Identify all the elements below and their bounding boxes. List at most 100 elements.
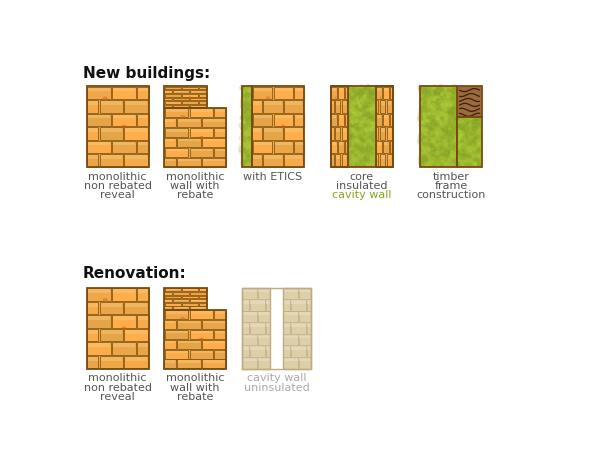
Bar	[124, 154, 148, 167]
Circle shape	[366, 151, 372, 157]
Circle shape	[442, 129, 449, 136]
Bar	[283, 288, 311, 369]
Circle shape	[361, 138, 366, 143]
Circle shape	[454, 134, 460, 141]
Bar	[190, 306, 206, 309]
Bar	[164, 299, 172, 302]
Ellipse shape	[335, 96, 337, 100]
Bar	[165, 330, 188, 339]
Bar	[214, 148, 226, 157]
Bar	[284, 127, 303, 140]
Bar	[284, 100, 303, 113]
Circle shape	[346, 142, 352, 148]
Bar	[331, 141, 337, 153]
Bar	[331, 127, 334, 140]
Circle shape	[434, 157, 440, 164]
Bar	[164, 299, 172, 302]
Bar	[299, 312, 311, 323]
Bar	[199, 288, 207, 291]
Circle shape	[431, 131, 436, 135]
Circle shape	[457, 143, 461, 148]
Bar	[383, 141, 389, 153]
Circle shape	[439, 140, 443, 143]
Circle shape	[422, 146, 427, 152]
Bar	[124, 302, 148, 314]
Bar	[164, 158, 176, 167]
Bar	[174, 307, 188, 308]
Bar	[345, 114, 348, 126]
Circle shape	[430, 124, 435, 128]
Bar	[263, 100, 283, 113]
Circle shape	[440, 146, 443, 150]
Circle shape	[435, 110, 441, 116]
Bar	[137, 87, 148, 92]
Circle shape	[350, 124, 354, 128]
Circle shape	[240, 96, 245, 101]
Circle shape	[439, 162, 445, 167]
Bar	[380, 154, 385, 167]
Bar	[242, 312, 257, 323]
Bar	[294, 141, 304, 153]
Bar	[165, 108, 188, 117]
Circle shape	[448, 146, 452, 150]
Circle shape	[240, 104, 246, 109]
Bar	[87, 288, 111, 301]
Bar	[214, 350, 226, 359]
Bar	[182, 87, 197, 88]
Bar	[307, 300, 311, 311]
Circle shape	[349, 133, 356, 141]
Circle shape	[361, 95, 367, 102]
Bar	[165, 94, 181, 96]
Bar	[165, 288, 181, 291]
Circle shape	[364, 116, 367, 120]
Circle shape	[365, 122, 372, 129]
Circle shape	[346, 111, 352, 117]
Bar	[215, 350, 226, 353]
Circle shape	[347, 109, 352, 114]
Bar	[173, 104, 189, 107]
Bar	[332, 114, 336, 118]
Bar	[338, 87, 344, 99]
Circle shape	[360, 120, 363, 124]
Bar	[254, 114, 272, 118]
Circle shape	[463, 151, 469, 156]
Bar	[86, 302, 98, 314]
Circle shape	[356, 133, 364, 140]
Bar	[113, 114, 135, 118]
Circle shape	[434, 142, 442, 149]
Bar	[264, 127, 282, 132]
Circle shape	[424, 86, 427, 89]
Bar	[274, 87, 292, 92]
Bar	[191, 91, 205, 92]
Bar	[88, 289, 110, 293]
Bar	[177, 158, 201, 167]
Bar	[348, 86, 376, 167]
Bar	[338, 141, 344, 153]
Circle shape	[368, 98, 376, 105]
Bar	[335, 154, 340, 167]
Circle shape	[452, 163, 456, 167]
Bar	[199, 101, 207, 104]
Bar	[376, 100, 379, 113]
Circle shape	[422, 123, 428, 129]
Bar	[124, 329, 148, 342]
Circle shape	[449, 116, 453, 120]
Bar	[191, 300, 205, 301]
Circle shape	[472, 123, 476, 128]
Circle shape	[425, 87, 431, 94]
Circle shape	[363, 158, 367, 162]
Circle shape	[460, 139, 464, 143]
Bar	[182, 288, 197, 291]
Circle shape	[420, 94, 423, 97]
Circle shape	[370, 85, 374, 90]
Bar	[190, 90, 206, 93]
Bar	[166, 109, 188, 112]
Bar	[390, 141, 393, 153]
Circle shape	[416, 119, 424, 126]
Bar	[284, 154, 303, 167]
Circle shape	[450, 107, 457, 114]
Circle shape	[360, 100, 367, 107]
Circle shape	[475, 134, 481, 140]
Bar	[191, 293, 205, 294]
Bar	[345, 87, 348, 99]
